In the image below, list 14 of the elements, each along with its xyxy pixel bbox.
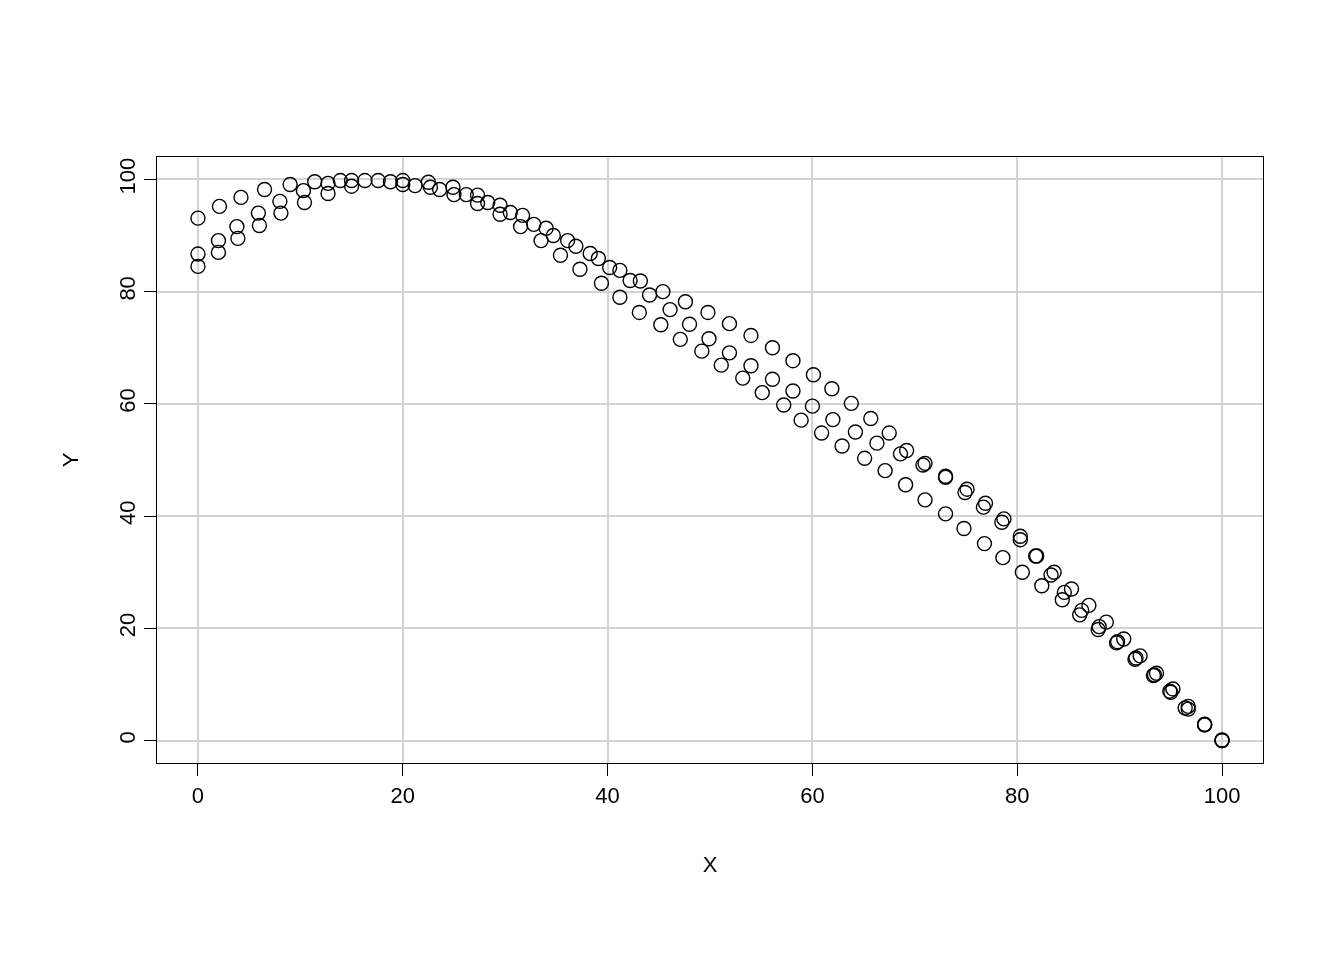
- x-tick-label: 100: [1203, 782, 1241, 808]
- y-tick-label: 100: [115, 157, 141, 195]
- x-tick-label: 40: [595, 782, 620, 808]
- y-tick-label: 80: [115, 276, 141, 301]
- y-tick-label: 20: [115, 612, 141, 638]
- x-tick-label: 60: [800, 782, 825, 808]
- x-axis-title: X: [702, 852, 718, 878]
- y-axis-title: Y: [57, 452, 83, 468]
- y-tick-label: 60: [115, 388, 141, 413]
- x-tick-label: 0: [191, 782, 205, 808]
- y-tick-label: 40: [115, 500, 141, 526]
- x-tick-label: 80: [1004, 782, 1030, 808]
- x-tick-label: 20: [390, 782, 416, 808]
- y-tick-label: 0: [115, 731, 141, 744]
